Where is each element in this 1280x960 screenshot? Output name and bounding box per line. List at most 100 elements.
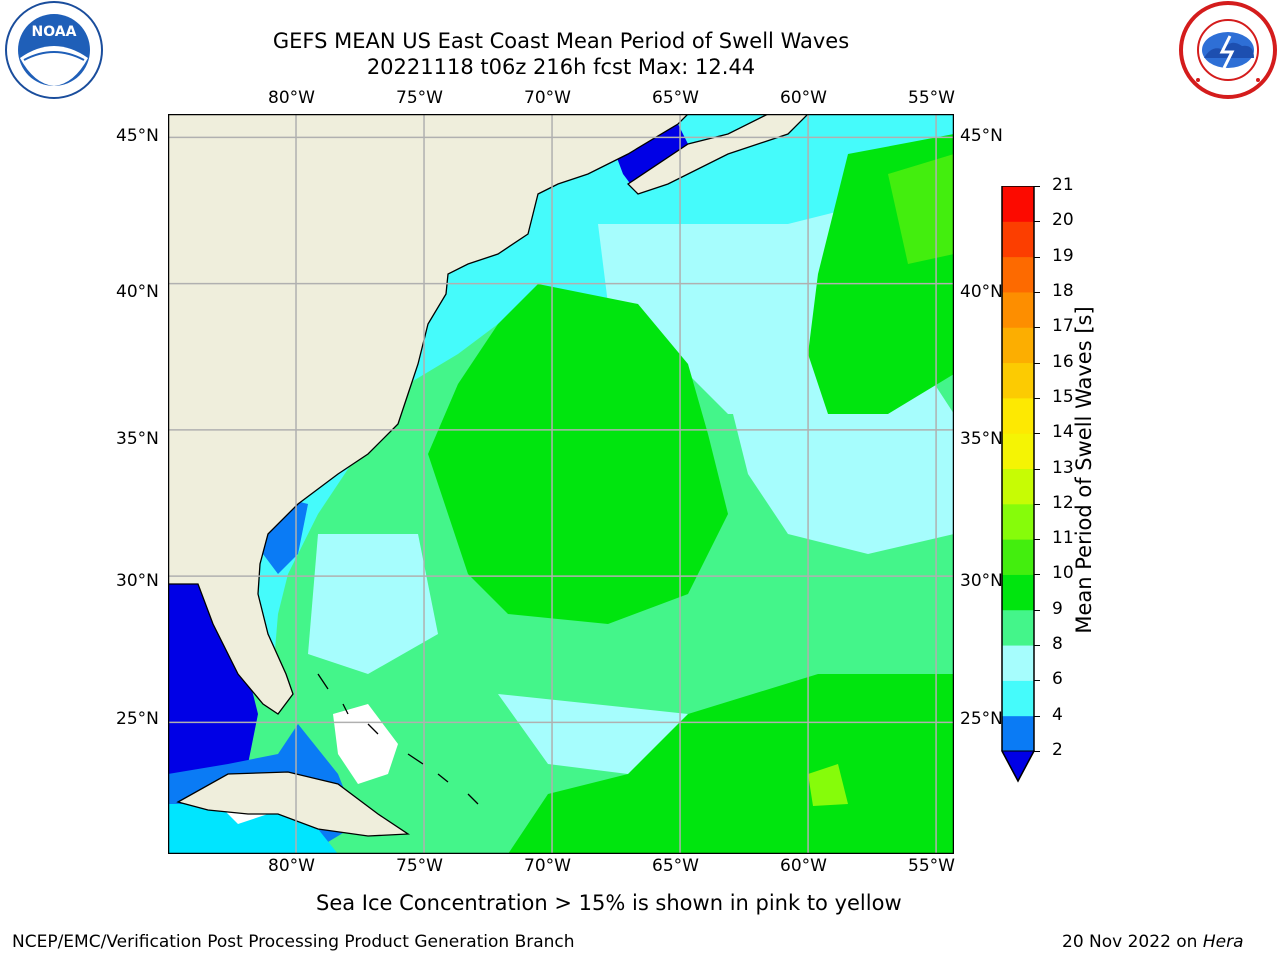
lat-label-right-40n: 40°N [960,282,1003,302]
colorbar-tick-mark [1034,291,1040,293]
colorbar-tick-label: 15 [1052,386,1074,407]
colorbar-tick-label: 14 [1052,422,1074,443]
lon-label-bottom-80w: 80°W [268,856,315,876]
swell-region-8-9-coastal [308,534,438,674]
colorbar-tick-label: 9 [1052,598,1063,619]
colorbar-swatches [1001,185,1035,783]
lat-label-left-35n: 35°N [116,429,159,449]
colorbar-tick-label: 13 [1052,457,1074,478]
lon-label-bottom-65w: 65°W [652,856,699,876]
map-panel [167,113,955,855]
lat-label-right-25n: 25°N [960,709,1003,729]
colorbar-swatch [1002,609,1034,646]
lat-label-left-45n: 45°N [116,126,159,146]
nws-logo [1178,0,1278,100]
lon-label-top-60w: 60°W [780,88,827,108]
colorbar-tick-label: 10 [1052,563,1074,584]
colorbar-tick-label: 20 [1052,210,1074,231]
colorbar-swatch [1002,221,1034,258]
noaa-logo: NOAA [4,0,104,100]
colorbar-label: Mean Period of Swell Waves [s] [1072,306,1096,634]
swell-region-below-2 [168,579,258,774]
lon-label-top-65w: 65°W [652,88,699,108]
swell-region-10-11-se [508,674,954,854]
colorbar-swatch [1002,539,1034,575]
lat-label-right-30n: 30°N [960,571,1003,591]
lon-label-bottom-75w: 75°W [396,856,443,876]
colorbar-tick-label: 19 [1052,245,1074,266]
lon-label-bottom-55w: 55°W [908,856,955,876]
colorbar-tick-label: 6 [1052,669,1063,690]
colorbar-tick-mark [1034,397,1040,399]
lon-label-top-70w: 70°W [524,88,571,108]
swell-region-8-9-mid [728,374,954,554]
lat-label-left-30n: 30°N [116,571,159,591]
graticule [168,114,954,854]
colorbar-tick-mark [1034,539,1040,541]
footer-date: 20 Nov 2022 on Hera [1062,932,1244,952]
lat-label-left-25n: 25°N [116,709,159,729]
colorbar-tick-label: 11 [1052,528,1074,549]
lat-label-left-40n: 40°N [116,282,159,302]
colorbar-tick-label: 18 [1052,280,1074,301]
colorbar-swatch [1002,433,1034,469]
colorbar-tick-mark [1034,186,1040,187]
lon-label-top-55w: 55°W [908,88,955,108]
colorbar-tick-mark [1034,362,1040,364]
swell-region-10-11-core [428,284,728,624]
footer-date-text: 20 Nov 2022 on [1062,932,1203,952]
colorbar-tick-mark [1034,468,1040,470]
colorbar-swatch [1002,327,1034,364]
colorbar-swatch [1002,645,1034,681]
colorbar-tick-mark [1034,433,1040,435]
colorbar [1000,185,1036,786]
colorbar-swatch [1002,291,1034,328]
colorbar-tick-mark [1034,256,1040,258]
map-frame [167,113,955,855]
colorbar-tick-mark [1034,327,1040,329]
lat-label-right-45n: 45°N [960,126,1003,146]
colorbar-tick-label: 12 [1052,492,1074,513]
colorbar-swatch [1002,503,1034,540]
land-cuba [176,771,410,837]
colorbar-swatch [1002,715,1034,752]
colorbar-tick-mark [1034,221,1040,223]
colorbar-tick-label: 8 [1052,634,1063,655]
colorbar-under-triangle [1001,750,1035,783]
colorbar-swatch [1002,574,1034,611]
colorbar-swatch [1002,186,1034,222]
lon-label-top-75w: 75°W [396,88,443,108]
map-title: GEFS MEAN US East Coast Mean Period of S… [272,29,850,53]
footer-machine: Hera [1202,932,1244,952]
land-bahamas [317,673,479,805]
footer-branch: NCEP/EMC/Verification Post Processing Pr… [12,932,575,952]
colorbar-tick-mark [1034,715,1040,717]
colorbar-tick-label: 21 [1052,175,1074,195]
colorbar-swatch [1002,397,1034,434]
colorbar-tick-mark [1034,574,1040,576]
colorbar-tick-mark [1034,680,1040,682]
lat-label-right-35n: 35°N [960,429,1003,449]
colorbar-tick-label: 2 [1052,740,1063,760]
swell-period-map [167,113,955,855]
map-subtitle: 20221118 t06z 216h fcst Max: 12.44 [366,55,756,79]
colorbar-tick-mark [1034,503,1040,505]
colorbar-tick-label: 17 [1052,316,1074,337]
colorbar-swatch [1002,680,1034,717]
colorbar-swatch [1002,256,1034,293]
swell-region-12-13-spot [808,764,848,806]
colorbar-swatch [1002,468,1034,505]
lon-label-bottom-60w: 60°W [780,856,827,876]
colorbar-swatch [1002,362,1034,399]
shallow-bank-mask [333,704,398,784]
swell-region-11-12-ne [888,154,954,264]
colorbar-tick-label: 16 [1052,351,1074,372]
colorbar-tick-label: 4 [1052,704,1063,725]
land-nova-scotia [626,114,809,195]
noaa-logo-text: NOAA [32,24,77,40]
colorbar-tick-mark [1034,645,1040,647]
colorbar-tick-mark [1034,751,1040,752]
lon-label-bottom-70w: 70°W [524,856,571,876]
colorbar-tick-mark [1034,609,1040,611]
sea-ice-caption: Sea Ice Concentration > 15% is shown in … [316,891,902,915]
